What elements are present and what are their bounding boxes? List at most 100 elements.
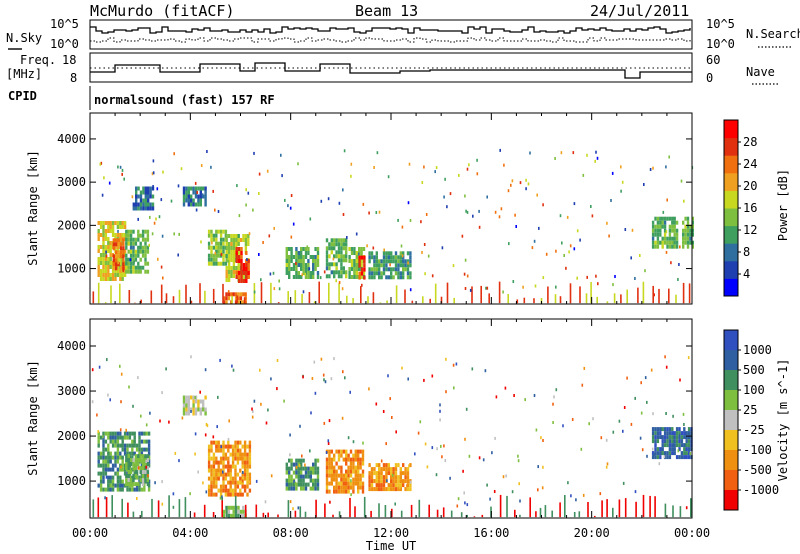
heatmap-cell	[304, 272, 307, 276]
heatmap-cell	[345, 250, 348, 255]
heatmap-cell	[370, 475, 374, 480]
colorbar-swatch	[724, 208, 738, 227]
heatmap-cell	[345, 242, 348, 247]
heatmap-cell	[192, 407, 195, 412]
heatmap-cell	[242, 263, 246, 267]
heatmap-cell	[678, 443, 681, 448]
heatmap-cell	[285, 482, 288, 487]
heatmap-cell	[190, 194, 193, 199]
colorbar-tick-label: 100	[743, 383, 765, 397]
heatmap-cell	[267, 512, 269, 518]
heatmap-cell	[368, 463, 371, 468]
heatmap-cell	[121, 439, 124, 444]
heatmap-cell	[229, 476, 232, 481]
heatmap-cell	[242, 267, 246, 271]
heatmap-cell	[545, 252, 548, 256]
y-tick-label: 1000	[57, 262, 86, 276]
heatmap-cell	[107, 483, 110, 488]
heatmap-cell	[225, 254, 228, 258]
heatmap-cell	[314, 470, 317, 475]
heatmap-cell	[243, 464, 247, 469]
heatmap-cell	[98, 365, 101, 369]
heatmap-cell	[434, 283, 437, 304]
heatmap-cell	[337, 270, 341, 275]
heatmap-cell	[145, 439, 148, 444]
heatmap-cell	[399, 483, 402, 488]
heatmap-cell	[107, 463, 110, 468]
heatmap-cell	[132, 458, 135, 463]
heatmap-cell	[215, 468, 218, 473]
heatmap-cell	[288, 470, 291, 475]
heatmap-cell	[270, 377, 272, 381]
heatmap-cell	[338, 283, 340, 304]
heatmap-cell	[243, 484, 247, 489]
heatmap-cell	[578, 511, 581, 518]
heatmap-cell	[107, 487, 110, 492]
heatmap-cell	[107, 229, 110, 233]
heatmap-cell	[129, 253, 133, 258]
heatmap-cell	[672, 505, 674, 518]
heatmap-cell	[144, 229, 147, 234]
heatmap-cell	[204, 368, 207, 372]
heatmap-cell	[302, 458, 305, 463]
heatmap-cell	[227, 472, 230, 477]
heatmap-cell	[222, 464, 225, 469]
heatmap-cell	[139, 190, 143, 195]
heatmap-cell	[394, 259, 398, 264]
heatmap-cell	[102, 431, 105, 436]
heatmap-cell	[225, 292, 228, 297]
heatmap-cell	[215, 257, 218, 262]
heatmap-cell	[332, 257, 335, 261]
heatmap-cell	[236, 472, 240, 477]
heatmap-cell	[375, 483, 378, 488]
heatmap-cell	[318, 281, 320, 304]
heatmap-cell	[370, 275, 374, 280]
heatmap-cell	[139, 257, 142, 262]
heatmap-cell	[231, 488, 235, 493]
heatmap-cell	[123, 435, 127, 440]
heatmap-cell	[387, 483, 390, 488]
heatmap-cell	[392, 255, 395, 260]
heatmap-cell	[222, 300, 226, 305]
heatmap-cell	[626, 289, 628, 304]
heatmap-cell	[234, 484, 237, 489]
heatmap-cell	[606, 301, 609, 304]
heatmap-cell	[666, 439, 669, 444]
heatmap-cell	[161, 480, 163, 484]
heatmap-cell	[240, 251, 243, 255]
heatmap-cell	[102, 447, 105, 452]
heatmap-cell	[140, 451, 144, 456]
heatmap-cell	[119, 261, 122, 265]
heatmap-cell	[210, 484, 213, 489]
heatmap-cell	[239, 480, 242, 485]
heatmap-cell	[376, 151, 379, 155]
heatmap-cell	[346, 236, 348, 239]
heatmap-cell	[390, 467, 393, 472]
heatmap-cell	[620, 165, 622, 169]
heatmap-cell	[335, 469, 338, 474]
heatmap-cell	[242, 279, 246, 283]
heatmap-cell	[409, 463, 412, 468]
heatmap-cell	[316, 458, 320, 463]
heatmap-cell	[316, 275, 320, 279]
heatmap-cell	[675, 439, 679, 444]
heatmap-cell	[234, 472, 237, 477]
heatmap-cell	[330, 477, 333, 482]
heatmap-cell	[119, 431, 122, 436]
heatmap-cell	[295, 251, 298, 255]
heatmap-cell	[204, 202, 207, 207]
heatmap-cell	[304, 267, 308, 271]
heatmap-cell	[116, 257, 120, 261]
heatmap-cell	[126, 487, 129, 492]
heatmap-cell	[523, 297, 526, 304]
heatmap-cell	[306, 245, 309, 249]
heatmap-cell	[499, 494, 502, 518]
heatmap-cell	[333, 270, 336, 275]
heatmap-cell	[691, 228, 694, 233]
heatmap-cell	[230, 254, 233, 258]
heatmap-cell	[112, 238, 115, 243]
heatmap-cell	[646, 400, 648, 404]
heatmap-cell	[360, 247, 363, 251]
heatmap-cell	[304, 470, 308, 475]
heatmap-cell	[678, 427, 681, 432]
